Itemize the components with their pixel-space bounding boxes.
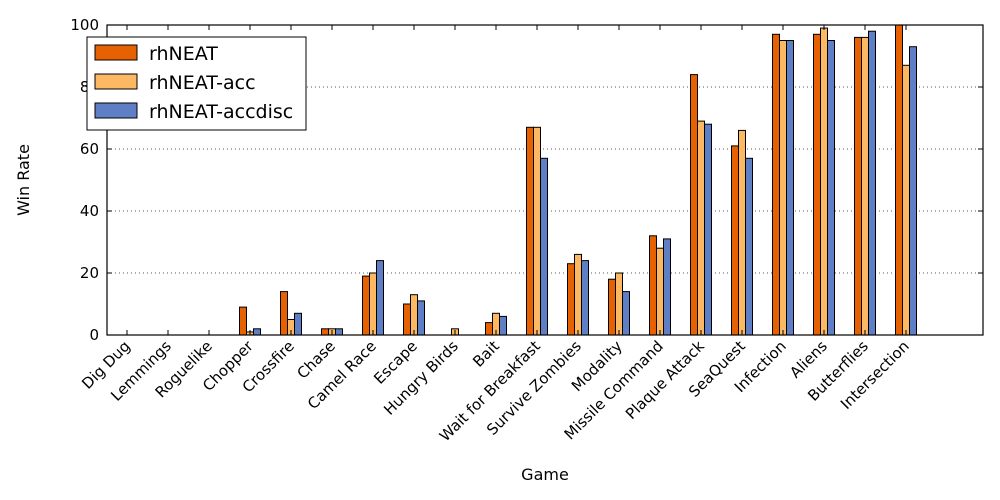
bar-rhneat-crossfire	[280, 291, 288, 336]
bar-rhneat-acc-missile-command	[656, 247, 664, 336]
y-tick-label-20: 20	[80, 264, 99, 282]
bar-rhneat-acc-butterflies	[861, 36, 869, 336]
y-tick-label-60: 60	[80, 140, 99, 158]
bar-rhneat-infection	[772, 33, 780, 336]
bar-rhneat-acc-escape	[410, 294, 418, 336]
bar-rhneat-accdisc-intersection	[909, 46, 917, 336]
bar-rhneat-chopper	[239, 306, 247, 336]
bar-rhneat-accdisc-seaquest	[745, 157, 753, 336]
bar-rhneat-acc-aliens	[820, 27, 828, 336]
bar-rhneat-accdisc-camel-race	[376, 260, 384, 336]
bar-rhneat-acc-seaquest	[738, 129, 746, 336]
bar-rhneat-acc-plaque-attack	[697, 120, 705, 336]
bar-rhneat-camel-race	[362, 275, 370, 336]
legend: rhNEAT rhNEAT-acc rhNEAT-accdisc	[86, 36, 307, 131]
x-tick-label-bait: Bait	[469, 337, 503, 371]
bar-rhneat-accdisc-bait	[499, 315, 507, 336]
bar-rhneat-acc-survive-zombies	[574, 253, 582, 336]
bar-rhneat-chase	[321, 328, 329, 336]
bar-rhneat-aliens	[813, 33, 821, 336]
bar-rhneat-accdisc-aliens	[827, 40, 835, 336]
y-tick-label-0: 0	[89, 326, 99, 344]
bar-rhneat-survive-zombies	[567, 263, 575, 336]
bar-rhneat-accdisc-chopper	[253, 328, 261, 336]
y-tick-label-40: 40	[80, 202, 99, 220]
bar-rhneat-wait-for-breakfast	[526, 126, 534, 336]
bar-rhneat-accdisc-survive-zombies	[581, 260, 589, 336]
bar-rhneat-escape	[403, 303, 411, 336]
bar-rhneat-acc-modality	[615, 272, 623, 336]
legend-swatch-rhneat	[94, 44, 138, 61]
x-axis-title: Game	[521, 465, 569, 484]
plot-frame	[106, 24, 984, 336]
bar-rhneat-accdisc-infection	[786, 40, 794, 336]
bar-rhneat-bait	[485, 322, 493, 336]
legend-swatch-rhneat-accdisc	[94, 102, 138, 119]
bar-rhneat-accdisc-modality	[622, 291, 630, 336]
legend-label-rhneat-acc: rhNEAT-acc	[149, 72, 256, 94]
bar-rhneat-accdisc-butterflies	[868, 30, 876, 336]
bar-rhneat-acc-intersection	[902, 64, 910, 336]
bar-rhneat-accdisc-wait-for-breakfast	[540, 157, 548, 336]
y-tick-label-100: 100	[70, 16, 99, 34]
bars	[239, 24, 917, 336]
bar-rhneat-accdisc-missile-command	[663, 238, 671, 336]
bar-rhneat-acc-camel-race	[369, 272, 377, 336]
legend-label-rhneat-accdisc: rhNEAT-accdisc	[149, 101, 293, 123]
legend-swatch-rhneat-acc	[94, 73, 138, 90]
bar-rhneat-modality	[608, 278, 616, 336]
bar-rhneat-accdisc-chase	[335, 328, 343, 336]
bar-rhneat-accdisc-plaque-attack	[704, 123, 712, 336]
bar-rhneat-acc-wait-for-breakfast	[533, 126, 541, 336]
bar-rhneat-butterflies	[854, 36, 862, 336]
bar-rhneat-acc-infection	[779, 40, 787, 336]
bar-rhneat-seaquest	[731, 145, 739, 336]
bar-rhneat-accdisc-escape	[417, 300, 425, 336]
bar-rhneat-accdisc-crossfire	[294, 312, 302, 336]
bar-rhneat-missile-command	[649, 235, 657, 336]
bar-rhneat-plaque-attack	[690, 74, 698, 336]
legend-label-rhneat: rhNEAT	[149, 43, 218, 65]
bar-rhneat-intersection	[895, 24, 903, 336]
y-axis-title: Win Rate	[14, 144, 33, 216]
